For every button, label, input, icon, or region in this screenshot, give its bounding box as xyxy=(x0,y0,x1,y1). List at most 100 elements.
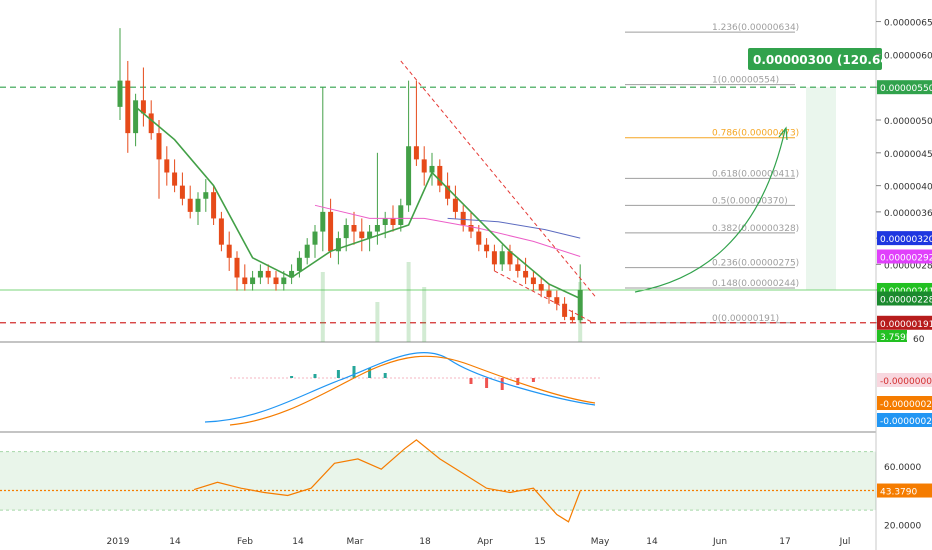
candle-body xyxy=(406,146,412,206)
volume-bar xyxy=(320,272,325,342)
macd-histogram-bar xyxy=(290,376,294,378)
time-axis-label: 18 xyxy=(419,537,431,547)
candle-body xyxy=(476,231,482,245)
time-axis-label: Apr xyxy=(477,537,493,547)
candle-body xyxy=(390,218,396,225)
volume-bar xyxy=(422,287,427,342)
time-axis-label: May xyxy=(591,537,610,547)
candle-body xyxy=(398,205,404,225)
candle-body xyxy=(515,264,521,271)
candle-body xyxy=(257,270,263,278)
macd-label-2: -0.00000029 xyxy=(880,400,932,410)
candle-body xyxy=(234,257,240,278)
macd-histogram-bar xyxy=(368,368,372,378)
candle-body xyxy=(437,165,443,186)
macd-histogram-bar xyxy=(500,378,504,390)
macd-line xyxy=(204,351,596,423)
candle-body xyxy=(179,185,185,199)
volume-bar xyxy=(406,262,411,342)
candle-body xyxy=(328,211,334,252)
moving-average-pink xyxy=(314,204,581,257)
fib-level-label: 0.5(0.00000370) xyxy=(712,196,788,206)
candle-body xyxy=(460,211,466,225)
macd-histogram-bar xyxy=(313,374,317,378)
candle-body xyxy=(140,100,146,114)
support-price-label: 0.00000191 xyxy=(880,320,932,330)
fib-level-label: 0.236(0.00000275) xyxy=(712,259,799,269)
candle-body xyxy=(172,172,178,186)
resistance-price-label: 0.00000550 xyxy=(880,84,932,94)
fib-level-label: 0(0.00000191) xyxy=(712,314,779,324)
ema-price-label: 0.00000228 xyxy=(880,296,932,306)
candle-body xyxy=(421,159,427,173)
ema-line xyxy=(135,106,581,300)
ma-blue-price-label: 0.00000320 xyxy=(880,235,932,245)
candle-body xyxy=(554,297,560,304)
volume-label: 3.759M xyxy=(880,333,914,343)
time-axis-label: Mar xyxy=(347,537,364,547)
time-axis-label: 14 xyxy=(646,537,658,547)
candle-body xyxy=(296,257,302,271)
channel-lower-line xyxy=(494,270,593,323)
time-axis-label: 14 xyxy=(169,537,181,547)
macd-histogram-bar xyxy=(485,378,489,388)
candle-body xyxy=(242,277,248,285)
candle-body xyxy=(203,192,209,199)
candle-body xyxy=(577,289,583,321)
candle-body xyxy=(530,277,536,285)
ema-price-label-box xyxy=(877,291,932,306)
macd-label-1: -0.00000001 xyxy=(880,377,932,387)
projection-arrowhead xyxy=(778,126,788,141)
projection-label-box xyxy=(748,48,882,70)
candle-body xyxy=(187,198,193,212)
macd-histogram-bar xyxy=(383,373,387,378)
time-axis-label: 14 xyxy=(292,537,304,547)
fib-level-label: 0.148(0.00000244) xyxy=(712,279,799,289)
candle-body xyxy=(250,277,256,285)
candle-body xyxy=(265,270,271,278)
rsi-band xyxy=(0,451,876,511)
candle-body xyxy=(343,225,349,239)
macd-histogram-bar xyxy=(352,366,356,378)
macd-histogram-bar xyxy=(336,370,340,378)
candle-body xyxy=(499,251,505,265)
candle-body xyxy=(562,303,568,317)
candle-body xyxy=(273,277,279,285)
rsi-tick-label: 60.0000 xyxy=(884,463,921,473)
projection-box xyxy=(806,87,836,290)
candle-body xyxy=(218,218,224,245)
candle-body xyxy=(281,277,287,285)
candle-body xyxy=(195,198,201,212)
candle-body xyxy=(226,244,232,258)
volume-bar xyxy=(375,302,380,342)
projection-curve xyxy=(634,129,786,293)
macd-histogram-bar xyxy=(469,378,473,384)
volume-label-box xyxy=(877,330,907,342)
ma-pink-price-label: 0.00000292 xyxy=(880,254,932,264)
candle-body xyxy=(546,290,552,298)
fib-level-label: 0.618(0.00000411) xyxy=(712,169,799,179)
rsi-tick-label: 20.0000 xyxy=(884,522,921,532)
time-axis-label: 2019 xyxy=(107,537,130,547)
time-axis-label: 15 xyxy=(534,537,545,547)
time-axis-label: Jun xyxy=(712,537,727,547)
candle-body xyxy=(304,244,310,258)
candle-body xyxy=(382,218,388,225)
time-axis-label: 17 xyxy=(779,537,790,547)
support-price-label-box xyxy=(877,315,932,330)
candle-body xyxy=(320,211,326,232)
macd-histogram-bar xyxy=(531,378,535,382)
resistance-price-label-box xyxy=(877,80,932,95)
candle-body xyxy=(359,231,365,239)
fib-level-label: 1(0.00000554) xyxy=(712,76,779,86)
fib-level-label: 0.382(0.00000328) xyxy=(712,224,799,234)
macd-label-3-box xyxy=(877,413,932,427)
fib-level-label: 0.786(0.00000473) xyxy=(712,129,799,139)
